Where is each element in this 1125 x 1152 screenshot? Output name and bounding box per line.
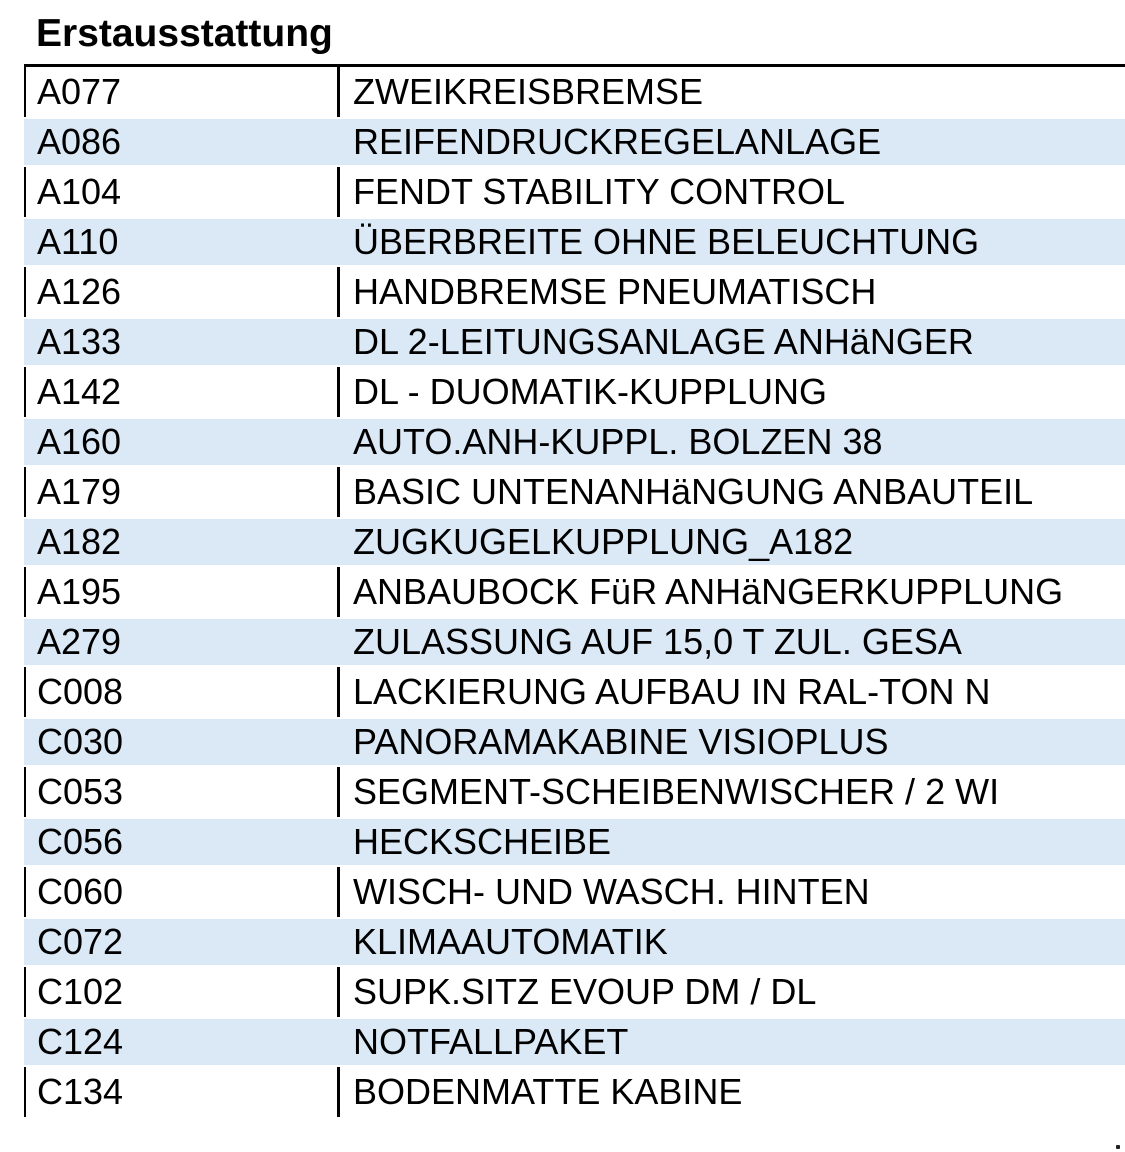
option-code-cell: C030 [37, 721, 124, 762]
option-code-cell: A133 [37, 321, 122, 362]
option-description-cell: BASIC UNTENANHäNGUNG ANBAUTEIL [353, 471, 1034, 512]
table-row: A110 ÜBERBREITE OHNE BELEUCHTUNG [24, 217, 1125, 267]
option-code-cell: A179 [37, 471, 122, 512]
option-code-cell: C134 [37, 1071, 124, 1112]
option-code-cell: C056 [37, 821, 124, 862]
table-row: C060 WISCH- UND WASCH. HINTEN [24, 867, 1125, 917]
page-title: Erstausstattung [36, 12, 333, 55]
option-code-cell: A086 [37, 121, 122, 162]
option-description-cell: REIFENDRUCKREGELANLAGE [353, 121, 882, 162]
table-row: A133 DL 2-LEITUNGSANLAGE ANHäNGER [24, 317, 1125, 367]
option-description-cell: ZWEIKREISBREMSE [353, 71, 704, 112]
option-code-cell: A195 [37, 571, 122, 612]
artifact-dot [1116, 1145, 1120, 1149]
table-row: C030 PANORAMAKABINE VISIOPLUS [24, 717, 1125, 767]
table-row: C102 SUPK.SITZ EVOUP DM / DL [24, 967, 1125, 1017]
option-code-cell: C008 [37, 671, 124, 712]
table-row: A182 ZUGKUGELKUPPLUNG_A182 [24, 517, 1125, 567]
table-top-border [24, 64, 1125, 67]
equipment-table: A077 ZWEIKREISBREMSE A086 REIFENDRUCKREG… [24, 67, 1125, 1117]
option-description-cell: HANDBREMSE PNEUMATISCH [353, 271, 877, 312]
table-row: C134 BODENMATTE KABINE [24, 1067, 1125, 1117]
option-description-cell: HECKSCHEIBE [353, 821, 612, 862]
option-code-cell: A160 [37, 421, 122, 462]
option-description-cell: WISCH- UND WASCH. HINTEN [353, 871, 870, 912]
option-description-cell: ANBAUBOCK FüR ANHäNGERKUPPLUNG [353, 571, 1064, 612]
table-row: C056 HECKSCHEIBE [24, 817, 1125, 867]
table-row: A279 ZULASSUNG AUF 15,0 T ZUL. GESA [24, 617, 1125, 667]
option-description-cell: AUTO.ANH-KUPPL. BOLZEN 38 [353, 421, 883, 462]
option-description-cell: LACKIERUNG AUFBAU IN RAL-TON N [353, 671, 991, 712]
option-code-cell: A104 [37, 171, 122, 212]
option-description-cell: BODENMATTE KABINE [353, 1071, 743, 1112]
option-code-cell: C072 [37, 921, 124, 962]
option-description-cell: ÜBERBREITE OHNE BELEUCHTUNG [353, 221, 980, 262]
table-row: A077 ZWEIKREISBREMSE [24, 67, 1125, 117]
option-description-cell: DL 2-LEITUNGSANLAGE ANHäNGER [353, 321, 974, 362]
table-row: C072 KLIMAAUTOMATIK [24, 917, 1125, 967]
option-code-cell: A110 [37, 221, 119, 262]
table-row: C124 NOTFALLPAKET [24, 1017, 1125, 1067]
table-row: C008 LACKIERUNG AUFBAU IN RAL-TON N [24, 667, 1125, 717]
option-description-cell: ZUGKUGELKUPPLUNG_A182 [353, 521, 854, 562]
table-row: A126 HANDBREMSE PNEUMATISCH [24, 267, 1125, 317]
option-code-cell: C060 [37, 871, 124, 912]
option-code-cell: C102 [37, 971, 124, 1012]
option-description-cell: NOTFALLPAKET [353, 1021, 629, 1062]
table-column-divider [337, 64, 340, 1117]
option-code-cell: C053 [37, 771, 124, 812]
option-code-cell: A126 [37, 271, 122, 312]
option-description-cell: FENDT STABILITY CONTROL [353, 171, 846, 212]
option-code-cell: C124 [37, 1021, 124, 1062]
option-description-cell: SUPK.SITZ EVOUP DM / DL [353, 971, 817, 1012]
table-row: C053 SEGMENT-SCHEIBENWISCHER / 2 WI [24, 767, 1125, 817]
table-row: A086 REIFENDRUCKREGELANLAGE [24, 117, 1125, 167]
option-code-cell: A279 [37, 621, 122, 662]
option-description-cell: SEGMENT-SCHEIBENWISCHER / 2 WI [353, 771, 1000, 812]
option-code-cell: A077 [37, 71, 122, 112]
table-left-border [24, 64, 26, 1117]
option-code-cell: A142 [37, 371, 122, 412]
table-row: A104 FENDT STABILITY CONTROL [24, 167, 1125, 217]
table-row: A142 DL - DUOMATIK-KUPPLUNG [24, 367, 1125, 417]
option-description-cell: ZULASSUNG AUF 15,0 T ZUL. GESA [353, 621, 962, 662]
option-code-cell: A182 [37, 521, 122, 562]
option-description-cell: KLIMAAUTOMATIK [353, 921, 668, 962]
table-row: A160 AUTO.ANH-KUPPL. BOLZEN 38 [24, 417, 1125, 467]
option-description-cell: PANORAMAKABINE VISIOPLUS [353, 721, 889, 762]
table-row: A195 ANBAUBOCK FüR ANHäNGERKUPPLUNG [24, 567, 1125, 617]
option-description-cell: DL - DUOMATIK-KUPPLUNG [353, 371, 828, 412]
table-row: A179 BASIC UNTENANHäNGUNG ANBAUTEIL [24, 467, 1125, 517]
